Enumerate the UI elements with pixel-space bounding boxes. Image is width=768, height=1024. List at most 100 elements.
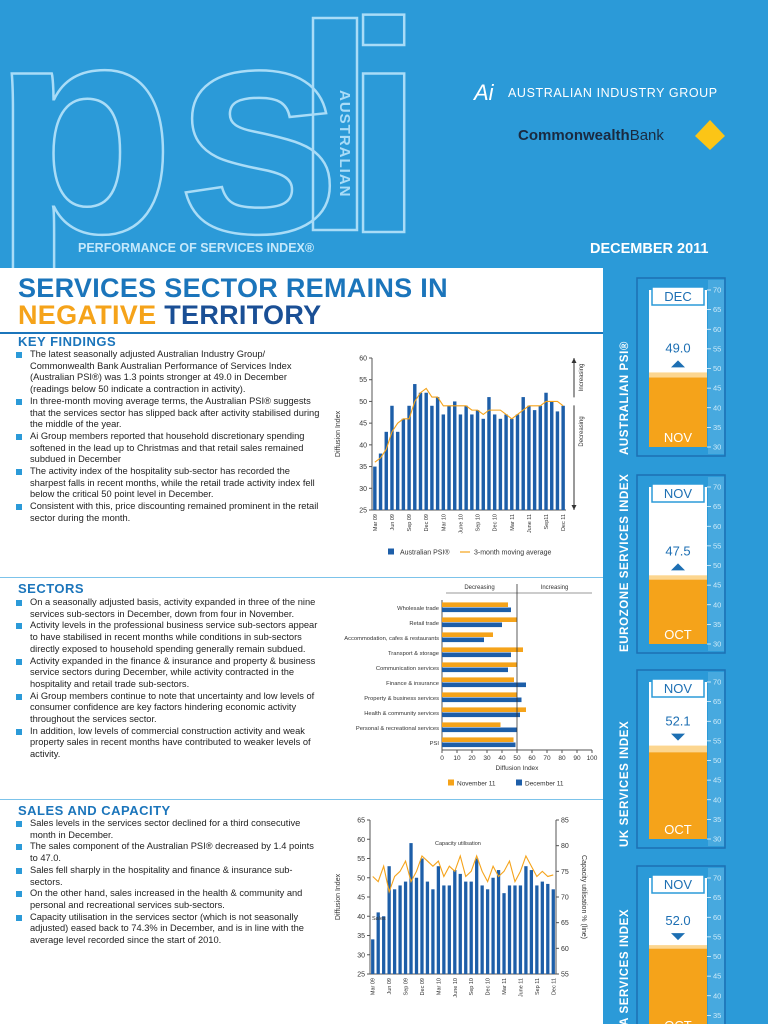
x-tick-label: Dec 11 <box>561 514 567 531</box>
bar <box>544 392 548 510</box>
bank-name: CommonwealthBank <box>518 127 664 144</box>
gauge-tick-label: 70 <box>713 483 721 492</box>
bar <box>521 397 525 510</box>
gauge-tick-label: 45 <box>713 581 721 590</box>
bullet: Sales fell sharply in the hospitality an… <box>16 865 321 888</box>
gauge-tick-label: 65 <box>713 893 721 902</box>
y-tick-label: 40 <box>359 442 367 449</box>
bar <box>371 939 375 974</box>
gauge-scale-bg <box>708 280 724 454</box>
gauge-frame <box>636 669 726 849</box>
y-tick-label: PSI <box>430 741 440 747</box>
x-tick-label: Sep 10 <box>469 978 475 995</box>
y2-tick-label: 65 <box>561 920 569 927</box>
y2-tick-label: 55 <box>561 972 569 979</box>
bar <box>442 677 514 682</box>
bar <box>418 392 423 510</box>
bar <box>510 418 514 510</box>
legend-swatch <box>388 548 394 555</box>
y-tick-label: Communication services <box>376 666 439 672</box>
headline-2: NEGATIVE TERRITORY <box>18 301 321 329</box>
gauge-value: 49.0 <box>665 340 690 355</box>
y-tick-label: 35 <box>357 933 365 940</box>
bar <box>453 870 457 974</box>
date: DECEMBER 2011 <box>590 241 708 257</box>
gauge-title: AUSTRALIAN PSI® <box>619 341 631 455</box>
x-tick-label: Jun 09 <box>387 978 393 995</box>
legend-label: 3-month moving average <box>474 550 552 557</box>
y-tick-label: Retail trade <box>409 621 439 627</box>
x-axis-label: Diffusion Index <box>496 765 540 772</box>
subtitle: PERFORMANCE OF SERVICES INDEX® <box>78 241 315 255</box>
y-tick-label: Personal & recreational services <box>356 726 439 732</box>
bar <box>561 405 565 510</box>
x-tick-label: June 10 <box>458 514 464 534</box>
bullet-text: In three-month moving average terms, the… <box>30 395 320 430</box>
gauge-top-box <box>651 286 705 306</box>
gauge-previous-label: NOV <box>664 430 693 445</box>
x-tick-label: Dec 11 <box>551 978 557 995</box>
bullet: Capacity utilisation in the services sec… <box>16 912 321 947</box>
gauge-arrow <box>671 360 685 368</box>
header: psi AUSTRALIAN PERFORMANCE OF SERVICES I… <box>0 0 725 268</box>
gauge-previous-label: OCT <box>664 1018 692 1024</box>
gauge-tick-label: 30 <box>713 835 721 844</box>
bullet-text: On the other hand, sales increased in th… <box>30 888 303 910</box>
bar <box>442 737 514 742</box>
gauge-current-label: NOV <box>664 681 693 696</box>
x-tick-label: 0 <box>440 755 444 762</box>
bar <box>376 912 380 974</box>
bar <box>464 881 468 974</box>
gauge-tick-label: 35 <box>713 423 721 432</box>
gauge-tick-label: 65 <box>713 305 721 314</box>
bar <box>546 883 550 974</box>
gauge-current-label: DEC <box>664 289 691 304</box>
chart: 25 30 35 40 45 50 55 60 65 55 60 65 70 75 80 85 Mar 09 Ju… <box>335 818 587 998</box>
x-tick-label: Mar 10 <box>441 514 447 531</box>
bar <box>413 384 417 510</box>
bar <box>550 401 554 510</box>
bar <box>458 873 462 974</box>
legend-label: December 11 <box>525 781 564 788</box>
y-tick-label: 30 <box>357 952 365 959</box>
annotation: Decreasing <box>579 416 585 446</box>
bullet-marker <box>16 844 22 851</box>
bar <box>447 405 451 510</box>
bar <box>407 405 411 510</box>
bar <box>442 617 517 622</box>
bullet-text: Sales levels in the services sector decl… <box>30 818 301 840</box>
bullet: The latest seasonally adjusted Australia… <box>16 349 321 396</box>
y-tick-label: Accommodation, cafes & restaurants <box>344 636 439 642</box>
bar <box>496 870 501 974</box>
bullet-text: Activity expanded in the finance & insur… <box>30 655 316 689</box>
bar <box>442 647 523 652</box>
gauge-fill <box>649 752 707 839</box>
section-title: KEY FINDINGS <box>18 334 117 349</box>
gauge-fill <box>649 377 707 447</box>
y-axis-label: Diffusion Index <box>335 873 342 920</box>
bar <box>442 885 446 974</box>
x-tick-label: Sep 09 <box>407 514 413 531</box>
legend-swatch <box>516 779 522 786</box>
x-tick-label: 80 <box>558 755 566 762</box>
bar <box>475 858 479 974</box>
gauge-tick-label: 55 <box>713 736 721 745</box>
gauge-band <box>649 575 707 580</box>
x-tick-label: June 10 <box>453 978 459 998</box>
y-tick-label: 50 <box>357 875 365 882</box>
x-tick-label: 40 <box>498 755 506 762</box>
y-tick-label: 45 <box>357 895 365 902</box>
bullet: Consistent with this, price discounting … <box>16 501 321 524</box>
bar <box>431 889 435 974</box>
gauge-tick-label: 40 <box>713 403 721 412</box>
gauge-tick-label: 40 <box>713 991 721 1000</box>
bullet: The sales component of the Australian PS… <box>16 841 321 864</box>
bar <box>442 667 508 673</box>
bar <box>403 881 408 974</box>
bar <box>414 877 419 974</box>
bullet-text: Activity levels in the professional busi… <box>30 620 318 654</box>
gauge-top-box <box>651 874 705 894</box>
gauge-title: UK SERVICES INDEX <box>619 721 631 847</box>
bar <box>469 881 473 974</box>
bar <box>535 885 539 974</box>
